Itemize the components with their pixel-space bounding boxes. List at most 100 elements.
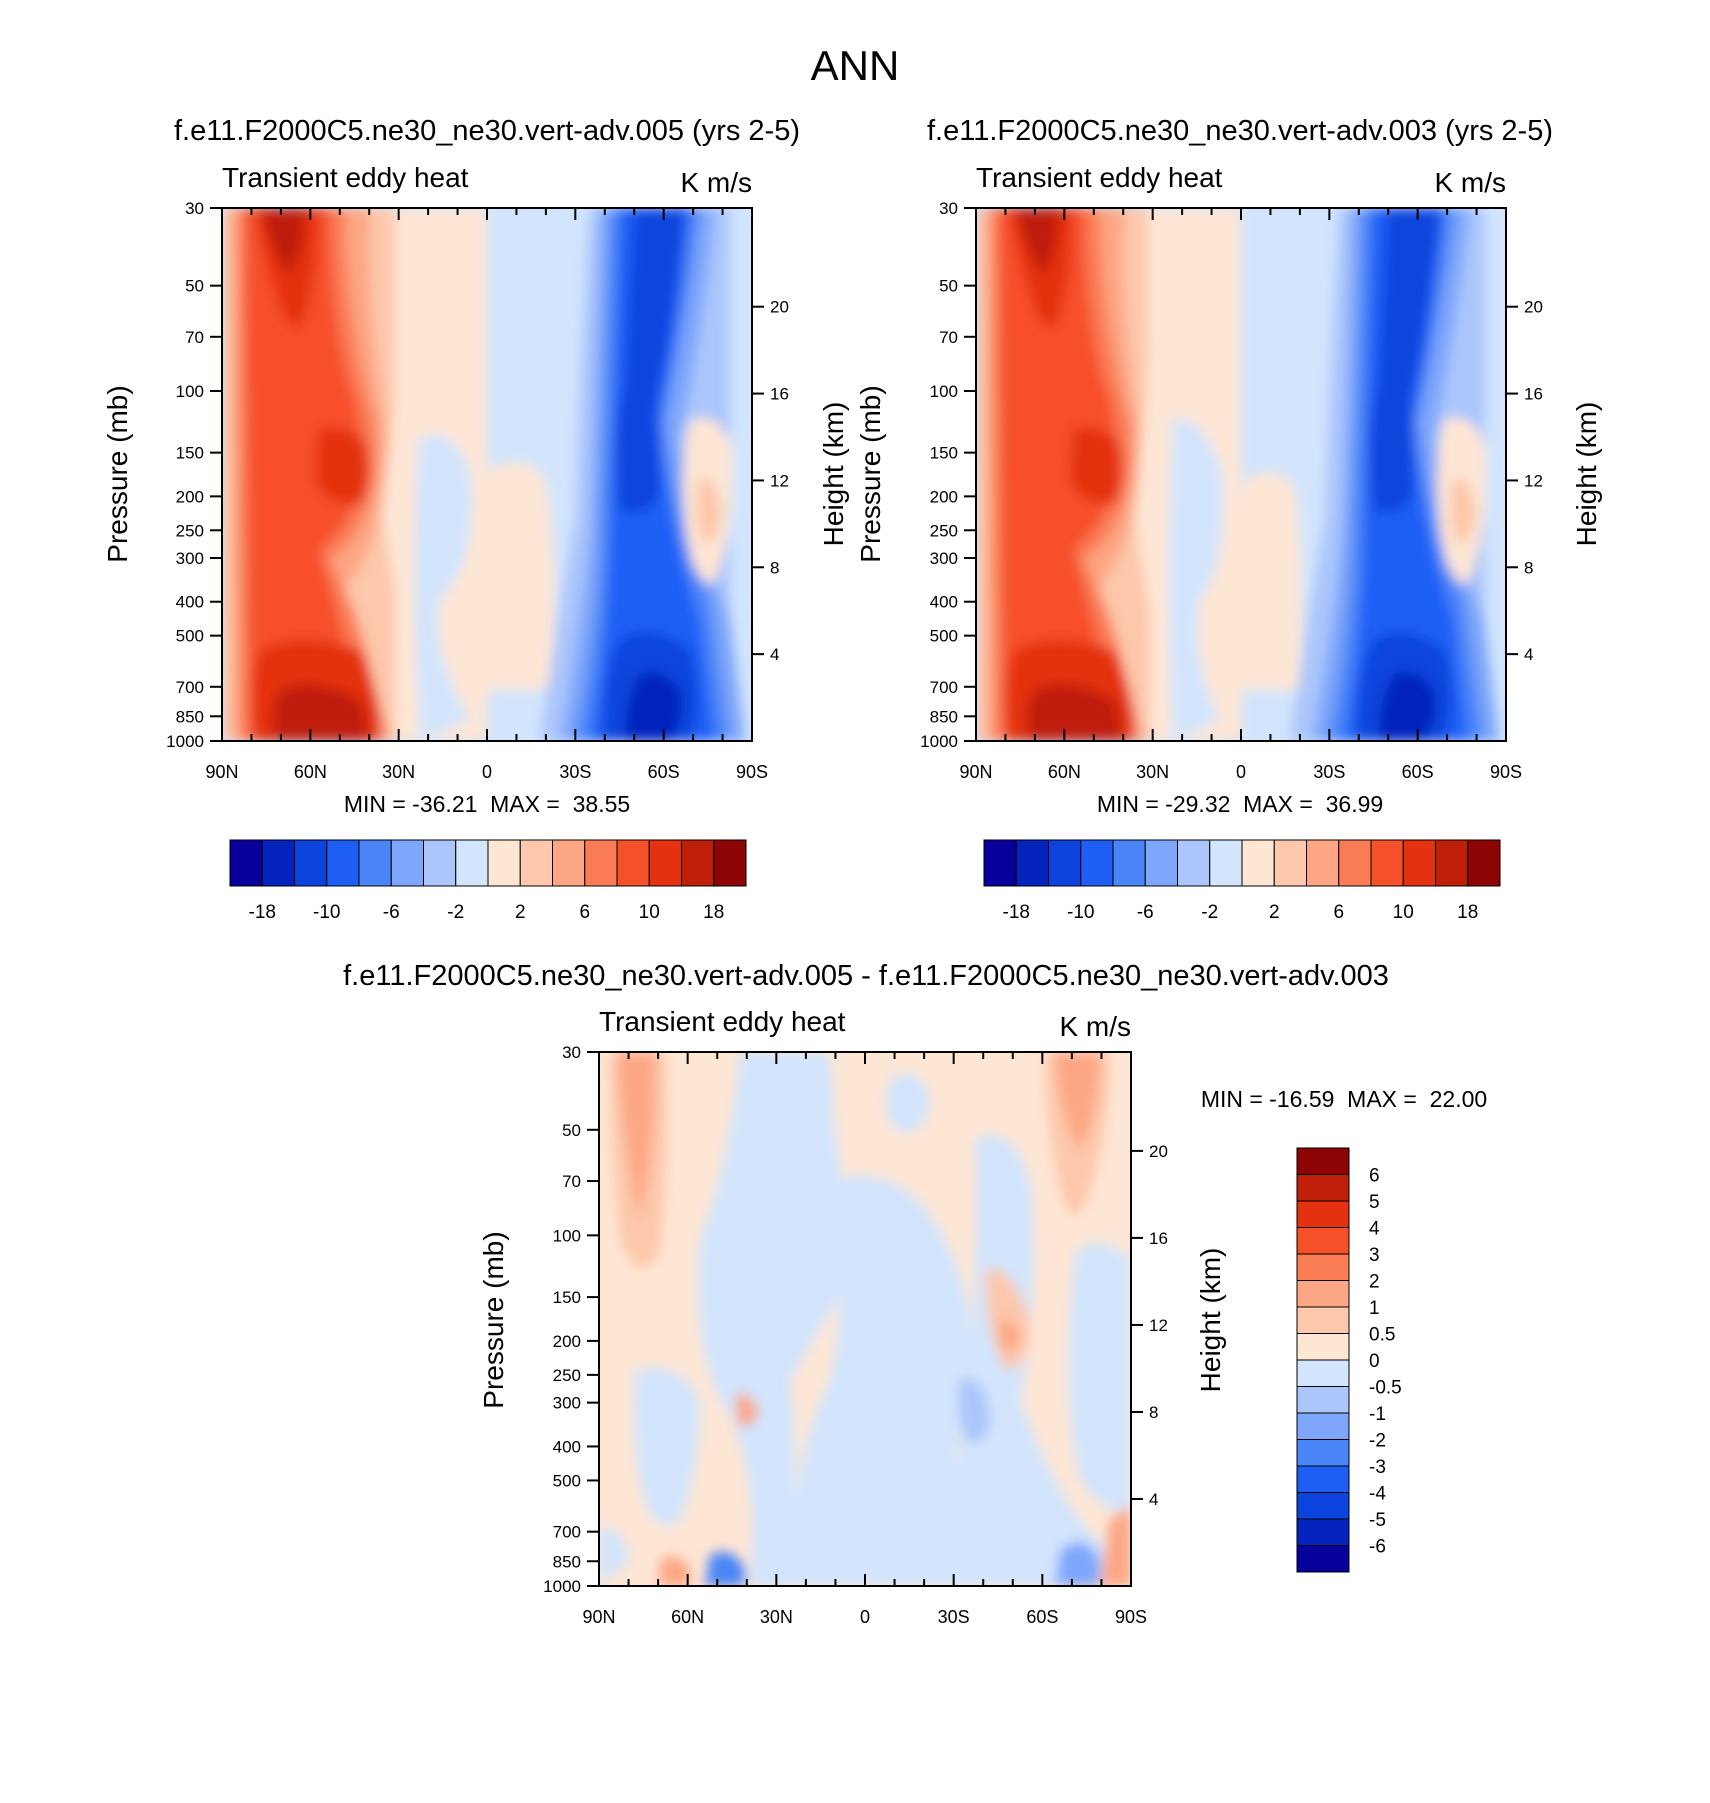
- colorbar-box: [519, 839, 553, 887]
- figure-title: ANN: [811, 42, 900, 89]
- colorbar-label: -2: [1369, 1431, 1386, 1452]
- panel-b-xtick-label: 60N: [1048, 762, 1081, 782]
- panel-c-yrtick-label: 4: [1149, 1490, 1158, 1509]
- panel-a-ytick-label: 200: [176, 487, 204, 506]
- panel-c-ytick-label: 30: [562, 1043, 581, 1062]
- colorbar-label: -5: [1369, 1510, 1386, 1531]
- panel-c-title: f.e11.F2000C5.ne30_ne30.vert-adv.005 - f…: [343, 960, 1389, 992]
- panel-b-ytick-label: 1000: [920, 732, 958, 751]
- panel-a-ytick-label: 70: [185, 328, 204, 347]
- panel-b-ytick-label: 200: [930, 487, 958, 506]
- panel-a-xtick-label: 0: [482, 762, 492, 782]
- panel-b-yrtick-label: 8: [1524, 558, 1533, 577]
- panel-a-ytick-label: 400: [176, 593, 204, 612]
- colorbar-box: [1306, 839, 1340, 887]
- colorbar-box: [1402, 839, 1436, 887]
- panel-a-xtick-label: 90S: [736, 762, 768, 782]
- panel-b-xtick-label: 90N: [959, 762, 992, 782]
- panel-b-ylabel: Pressure (mb): [855, 385, 886, 562]
- panel-c-ytick-label: 700: [553, 1523, 581, 1542]
- panel-b-ytick-label: 50: [939, 277, 958, 296]
- colorbar-box: [1296, 1518, 1350, 1546]
- panel-b-ytick-label: 500: [930, 627, 958, 646]
- panel-c-ytick-label: 500: [553, 1471, 581, 1490]
- panel-b-title: f.e11.F2000C5.ne30_ne30.vert-adv.003 (yr…: [927, 115, 1553, 147]
- colorbar-label: -4: [1369, 1484, 1386, 1505]
- colorbar-box: [261, 839, 295, 887]
- colorbar-box: [1296, 1359, 1350, 1387]
- panel-b-variable: Transient eddy heat: [976, 162, 1223, 193]
- colorbar-box: [229, 839, 263, 887]
- panel-c-xtick-label: 30N: [760, 1607, 793, 1627]
- panel-c-stats: MIN = -16.59 MAX = 22.00: [1201, 1086, 1487, 1112]
- colorbar-box: [1296, 1306, 1350, 1334]
- colorbar-label: -10: [1067, 902, 1094, 923]
- panel-c-ytick-label: 300: [553, 1394, 581, 1413]
- colorbar-box: [1296, 1253, 1350, 1281]
- panel-b-ytick-label: 30: [939, 199, 958, 218]
- panel-b-yrtick-label: 16: [1524, 385, 1543, 404]
- panel-a-xtick-label: 60N: [294, 762, 327, 782]
- panel-a-yrtick-label: 16: [770, 385, 789, 404]
- panel-c-ytick-label: 400: [553, 1437, 581, 1456]
- colorbar-box: [294, 839, 328, 887]
- colorbar-box: [616, 839, 650, 887]
- panel-b-field: [976, 208, 1506, 741]
- panel-a-ytick-label: 500: [176, 627, 204, 646]
- colorbar-box: [487, 839, 521, 887]
- colorbar-label: -18: [1003, 902, 1030, 923]
- panel-c-ticks: 3050701001502002503004005007008501000481…: [543, 1043, 1168, 1627]
- panel-a-xtick-label: 30N: [382, 762, 415, 782]
- panel-b-yrtick-label: 20: [1524, 298, 1543, 317]
- panel-c-xtick-label: 60N: [671, 1607, 704, 1627]
- panel-a-yrtick-label: 8: [770, 558, 779, 577]
- panel-c-ytick-label: 250: [553, 1366, 581, 1385]
- panel-b-xtick-label: 30S: [1313, 762, 1345, 782]
- panel-c-xtick-label: 30S: [938, 1607, 970, 1627]
- colorbar-box: [1241, 839, 1275, 887]
- panel-b-ytick-label: 150: [930, 444, 958, 463]
- panel-a-field: [222, 208, 752, 741]
- panel-b-ytick-label: 70: [939, 328, 958, 347]
- panel-a: f.e11.F2000C5.ne30_ne30.vert-adv.005 (yr…: [102, 115, 849, 923]
- panel-a-stats: MIN = -36.21 MAX = 38.55: [344, 791, 630, 817]
- colorbar-label: -18: [249, 902, 276, 923]
- colorbar-box: [1370, 839, 1404, 887]
- colorbar-label: 18: [703, 902, 724, 923]
- colorbar-box: [1144, 839, 1178, 887]
- colorbar-box: [1015, 839, 1049, 887]
- colorbar-label: -2: [447, 902, 464, 923]
- panel-b-xtick-label: 60S: [1402, 762, 1434, 782]
- panel-b-yrtick-label: 4: [1524, 645, 1533, 664]
- colorbar-label: 10: [639, 902, 660, 923]
- panel-a-ytick-label: 50: [185, 277, 204, 296]
- colorbar-box: [455, 839, 489, 887]
- panel-c-yrtick-label: 12: [1149, 1316, 1168, 1335]
- colorbar-label: 6: [1369, 1166, 1380, 1187]
- panel-a-yrtick-label: 12: [770, 471, 789, 490]
- panel-b-xtick-label: 90S: [1490, 762, 1522, 782]
- colorbar-label: -6: [1137, 902, 1154, 923]
- panel-b-xtick-label: 30N: [1136, 762, 1169, 782]
- colorbar-box: [983, 839, 1017, 887]
- panel-a-yrtick-label: 20: [770, 298, 789, 317]
- panel-a-ytick-label: 850: [176, 707, 204, 726]
- colorbar-box: [1296, 1280, 1350, 1308]
- colorbar-box: [1296, 1147, 1350, 1175]
- colorbar-box: [1435, 839, 1469, 887]
- panel-b-ylabel-right: Height (km): [1571, 402, 1602, 547]
- colorbar-box: [552, 839, 586, 887]
- colorbar-box: [423, 839, 457, 887]
- panel-a-ytick-label: 30: [185, 199, 204, 218]
- colorbar-box: [390, 839, 424, 887]
- panel-a-ytick-label: 1000: [166, 732, 204, 751]
- colorbar-label: -2: [1201, 902, 1218, 923]
- panel-b-ticks: 3050701001502002503004005007008501000481…: [920, 199, 1543, 782]
- panel-c-colorbar: 6 5 4 3 2 1 0.5 0 -0.5 -1 -2 -3 -4 -5 -6: [1296, 1147, 1402, 1573]
- panel-b-xtick-label: 0: [1236, 762, 1246, 782]
- colorbar-label: -0.5: [1369, 1378, 1402, 1399]
- panel-c-yrtick-label: 8: [1149, 1403, 1158, 1422]
- colorbar-box: [1338, 839, 1372, 887]
- colorbar-label: 2: [1269, 902, 1280, 923]
